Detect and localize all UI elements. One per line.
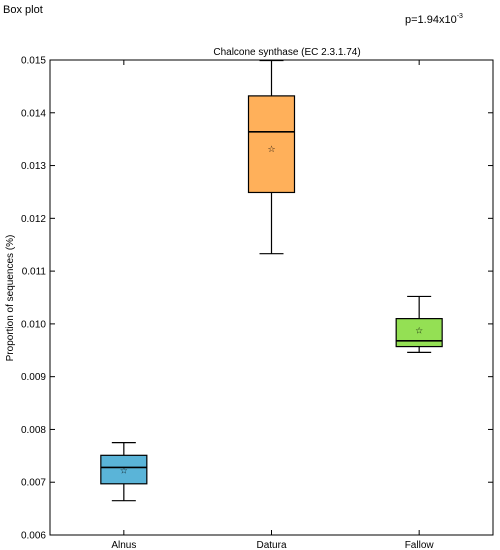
y-tick-label: 0.014: [21, 108, 46, 119]
y-axis: 0.006 0.007 0.008 0.009 0.010 0.011 0.012 0.013…: [21, 56, 493, 542]
y-tick-label: 0.013: [21, 161, 46, 172]
box-fallow: ☆: [395, 295, 443, 353]
box-series: ☆ ☆ ☆: [100, 59, 443, 502]
y-tick-label: 0.007: [21, 478, 46, 489]
interquartile-box: [395, 318, 443, 348]
y-tick-label: 0.009: [21, 372, 46, 383]
p-value-exponent: -3: [457, 13, 463, 20]
mean-star-icon: ☆: [267, 144, 275, 154]
box-datura: ☆: [247, 59, 296, 255]
interquartile-box: [247, 95, 296, 194]
x-tick-label: Datura: [256, 540, 286, 550]
y-tick-label: 0.008: [21, 425, 46, 436]
y-tick-label: 0.006: [21, 531, 46, 542]
mean-star-icon: ☆: [415, 326, 423, 336]
y-tick-label: 0.012: [21, 214, 46, 225]
y-tick-label: 0.011: [22, 267, 47, 278]
x-tick-label: Alnus: [111, 540, 136, 550]
y-tick-label: 0.015: [21, 56, 46, 67]
window-title: Box plot: [3, 4, 43, 16]
mean-star-icon: ☆: [120, 466, 128, 476]
x-tick-label: Fallow: [405, 540, 435, 550]
p-value-annotation: p=1.94x10-3: [405, 13, 463, 26]
y-axis-label: Proportion of sequences (%): [5, 235, 16, 362]
y-tick-label: 0.010: [21, 319, 46, 330]
chart-title: Chalcone synthase (EC 2.3.1.74): [213, 47, 360, 58]
interquartile-box: [100, 454, 148, 485]
p-value-base: p=1.94x10: [405, 14, 457, 26]
box-alnus: ☆: [100, 442, 148, 502]
